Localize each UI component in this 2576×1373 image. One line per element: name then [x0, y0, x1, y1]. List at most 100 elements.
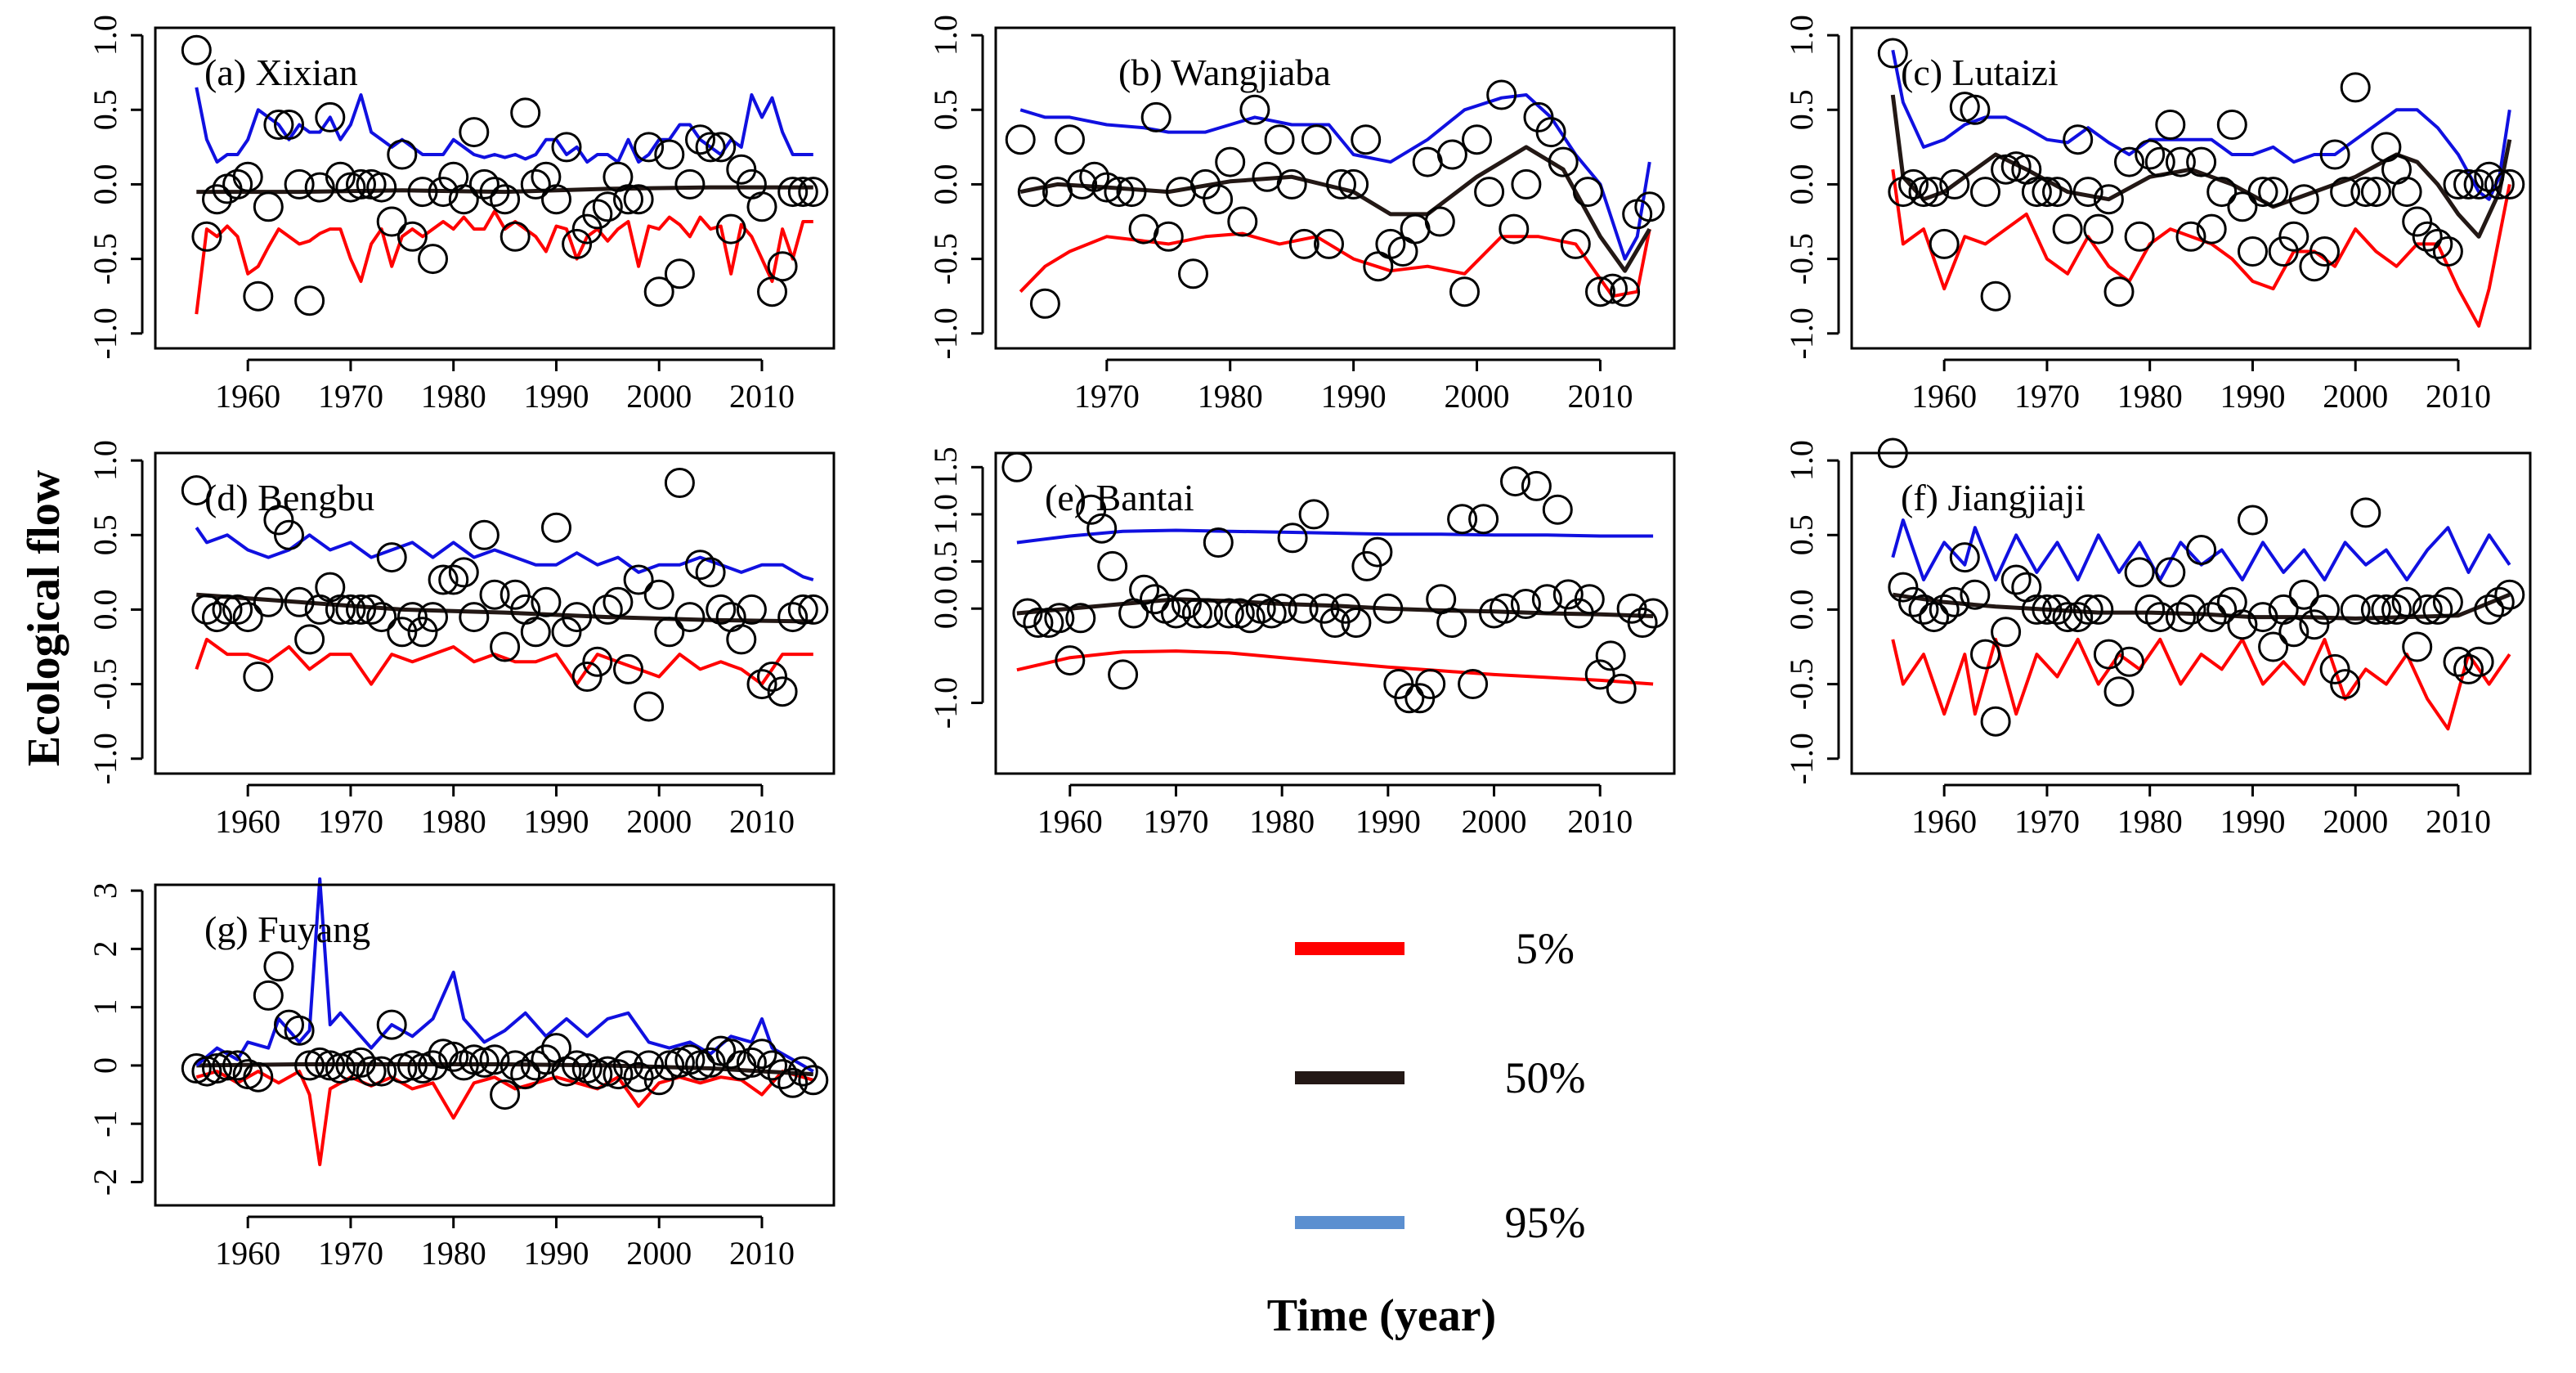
observation-point [777, 602, 809, 633]
observation-point [520, 168, 551, 200]
x-tick-label: 1980 [2117, 378, 2183, 415]
observation-point [2484, 586, 2515, 617]
observation-point [1970, 639, 2000, 670]
observation-point [2165, 602, 2196, 633]
x-tick-label: 2000 [1445, 378, 1510, 415]
observation-point [1898, 168, 1929, 200]
observation-point [315, 101, 346, 132]
observation-point [2063, 124, 2094, 155]
series-95pct [195, 527, 814, 581]
observation-point [2319, 653, 2350, 684]
observation-point [1044, 603, 1075, 634]
y-tick-label: 0.0 [87, 589, 123, 630]
observation-point [1153, 221, 1184, 252]
observation-point [798, 594, 829, 625]
observation-point [2309, 236, 2340, 267]
observation-point [531, 1044, 562, 1075]
observation-point [2247, 177, 2278, 208]
observation-point [1264, 124, 1295, 155]
observation-point [746, 191, 777, 222]
observation-point [2258, 177, 2289, 208]
y-tick-label: -1.0 [87, 733, 123, 784]
observation-point [685, 124, 715, 155]
observation-point [346, 1047, 376, 1078]
observation-point [767, 1059, 798, 1090]
observation-point [243, 280, 274, 312]
observation-point [428, 177, 459, 208]
observation-point [1991, 617, 2022, 648]
x-tick-label: 1970 [2014, 378, 2080, 415]
observation-point [376, 1009, 407, 1040]
observation-point [376, 206, 407, 237]
x-tick-label: 1980 [2117, 803, 2183, 840]
y-tick-label: 0.5 [1783, 89, 1820, 130]
observation-point [1362, 536, 1393, 568]
observation-point [2083, 594, 2114, 625]
observation-point [695, 557, 726, 588]
plot-frame [1850, 26, 2532, 350]
observation-point [1424, 206, 1455, 237]
observation-point [1203, 184, 1234, 215]
x-tick-label: 1990 [523, 378, 589, 415]
observation-point [2422, 594, 2453, 625]
observation-point [2000, 564, 2032, 595]
observation-point [603, 1059, 634, 1090]
observation-point [1227, 206, 1258, 237]
observation-point [1326, 168, 1356, 200]
observation-point [757, 276, 787, 307]
observation-point [2340, 72, 2371, 103]
observation-point [2238, 236, 2268, 267]
x-tick-label: 1990 [1355, 803, 1421, 840]
observation-point [1552, 579, 1584, 610]
observation-point [623, 564, 654, 595]
observation-point [613, 184, 643, 215]
observation-point [685, 550, 715, 581]
observation-point [1192, 598, 1223, 629]
observation-point [2227, 609, 2258, 640]
observation-point [571, 213, 603, 245]
observation-point [500, 1050, 531, 1081]
observation-point [654, 617, 685, 648]
observation-point [798, 177, 829, 208]
observation-point [2093, 184, 2124, 215]
panel-title: (e) Bantai [1045, 477, 1194, 518]
observation-point [613, 653, 643, 684]
observation-point [500, 221, 531, 252]
panel-4: 1960 1970 1980 1990 2000 2010 -1.0 -0.5 0.0 0.5 1.… [87, 440, 836, 840]
observation-point [1065, 603, 1096, 634]
observation-point [2052, 602, 2083, 633]
panel-7: 1960 1970 1980 1990 2000 2010 -2 -1 0 1 2 3 (g) Fuya… [87, 877, 836, 1272]
observation-point [2144, 146, 2175, 177]
observation-point [335, 594, 366, 625]
observation-point [1468, 504, 1499, 535]
observation-point [1610, 276, 1641, 307]
observation-point [2268, 236, 2299, 267]
observation-point [438, 564, 469, 595]
observation-point [2350, 177, 2381, 208]
observation-point [232, 602, 263, 633]
observation-point [1055, 124, 1085, 155]
observation-point [202, 184, 232, 215]
observation-point [2360, 594, 2391, 625]
y-tick-label: -1.0 [927, 677, 964, 729]
observation-point [2412, 221, 2443, 252]
observation-point [294, 624, 325, 655]
observation-point [2227, 191, 2258, 222]
series-50pct [196, 1062, 813, 1077]
observation-point [1606, 673, 1637, 704]
y-tick-label: 2 [87, 940, 123, 957]
x-tick-label: 2010 [1567, 803, 1633, 840]
series-5pct [195, 1070, 814, 1167]
observation-point [2206, 594, 2238, 625]
observation-point [346, 168, 376, 200]
observation-point [181, 475, 212, 506]
observation-point [2135, 594, 2166, 625]
y-tick-label: 0.0 [927, 164, 964, 204]
series-50pct [1019, 145, 1651, 273]
observation-point [2432, 236, 2463, 267]
legend: 5% 50% 95% [1295, 924, 1585, 1247]
plot-frame [1850, 451, 2532, 775]
y-tick-label: -0.5 [1783, 658, 1820, 710]
plot-frame [994, 451, 1676, 775]
observation-point [1960, 94, 1991, 125]
